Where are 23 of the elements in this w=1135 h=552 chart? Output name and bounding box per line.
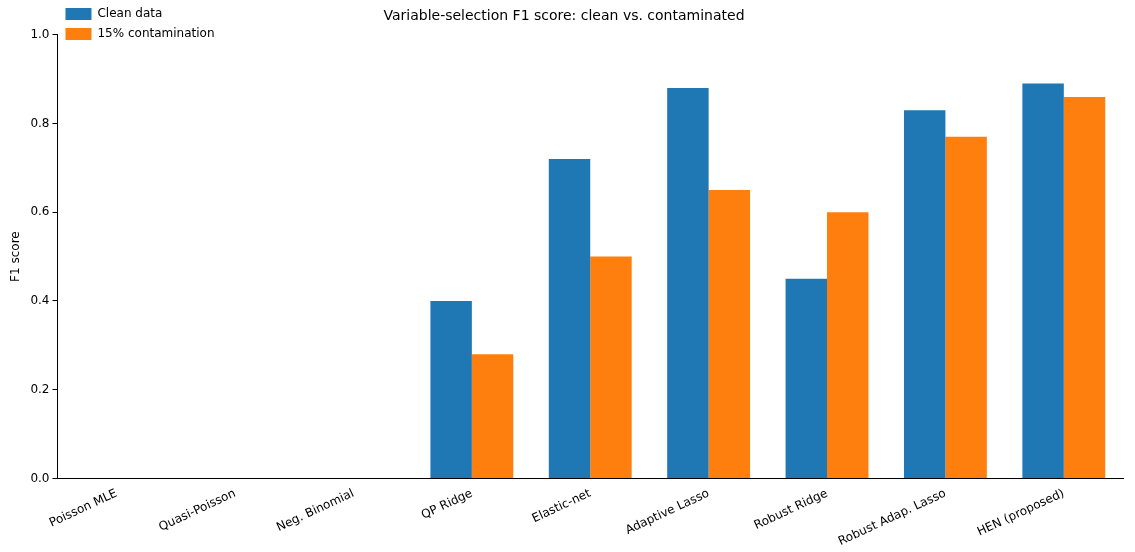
x-tick-label: QP Ridge	[418, 485, 475, 522]
bar	[667, 88, 709, 478]
y-tick-label: 0.4	[30, 293, 50, 308]
legend-label: 15% contamination	[97, 26, 215, 41]
y-axis-title: F1 score	[8, 231, 23, 282]
y-tick-label: 0.8	[30, 115, 50, 130]
y-tick-label: 0.2	[30, 381, 50, 396]
y-tick-label: 0.0	[30, 470, 50, 485]
bar	[1063, 96, 1106, 478]
bar	[590, 256, 632, 478]
bar	[1022, 83, 1064, 478]
chart-title: Variable-selection F1 score: clean vs. contaminated	[383, 7, 745, 24]
y-tick-label: 1.0	[30, 26, 50, 41]
y-tick-label: 0.6	[30, 204, 50, 219]
bar	[471, 354, 514, 478]
bar	[903, 110, 946, 478]
bar	[430, 300, 472, 478]
legend-label: Clean data	[97, 6, 163, 21]
bar	[827, 212, 869, 478]
bar	[708, 190, 751, 478]
bar	[785, 278, 828, 478]
bar	[548, 159, 591, 478]
bar	[945, 136, 987, 478]
